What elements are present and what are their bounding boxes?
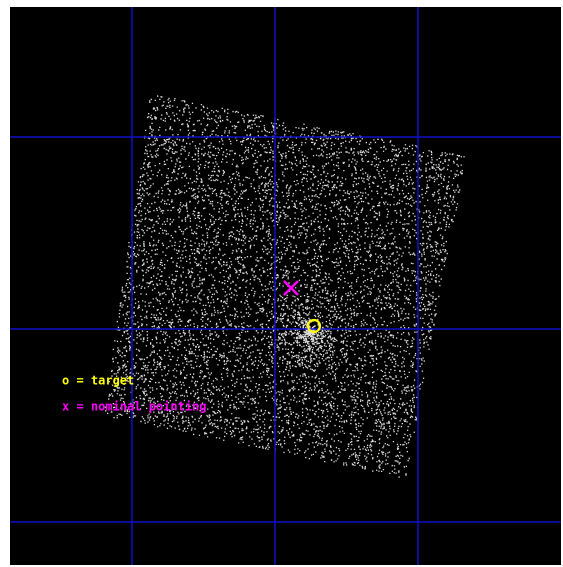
- image-background: [10, 7, 561, 565]
- legend-nominal: x = nominal pointing: [62, 400, 207, 414]
- coordinate-grid: [10, 7, 561, 565]
- target-marker: [306, 318, 322, 334]
- nominal-pointing-marker: [283, 280, 299, 296]
- legend-target: o = target: [62, 374, 134, 388]
